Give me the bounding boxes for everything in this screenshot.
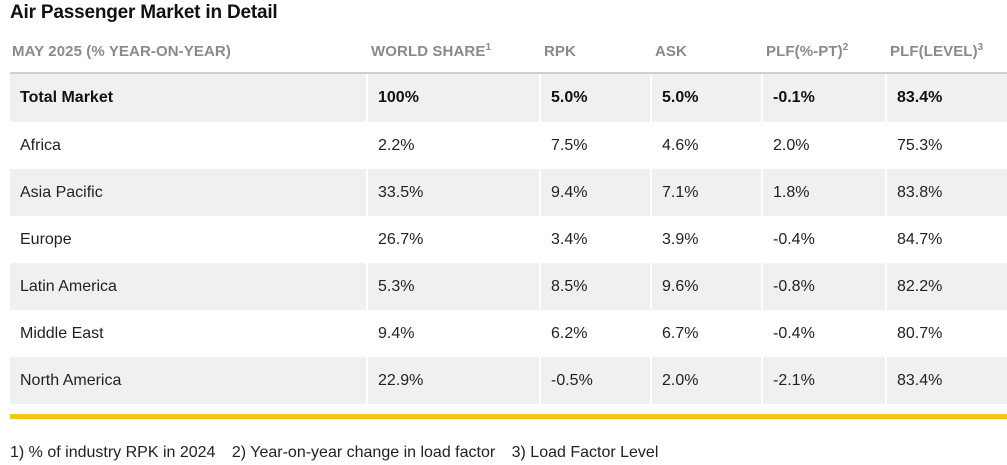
header-world-share-sup: 1 [485, 42, 492, 53]
table-accent-bar [10, 414, 1007, 419]
cell-region: Asia Pacific [10, 169, 368, 216]
header-plf-level-label: PLF(LEVEL) [890, 43, 978, 60]
cell-region: Latin America [10, 263, 368, 310]
table-row-total-market: Total Market 100% 5.0% 5.0% -0.1% 83.4% [10, 74, 1007, 122]
market-table-container: MAY 2025 (% YEAR-ON-YEAR) WORLD SHARE1 R… [10, 30, 1007, 404]
table-row-asia-pacific: Asia Pacific 33.5% 9.4% 7.1% 1.8% 83.8% [10, 169, 1007, 216]
cell-rpk: -0.5% [541, 357, 652, 404]
cell-ask: 2.0% [652, 357, 763, 404]
cell-rpk: 6.2% [541, 310, 652, 357]
cell-world-share: 26.7% [368, 216, 541, 263]
cell-plf-level: 83.4% [887, 74, 1007, 122]
cell-plf-pt: -0.4% [763, 216, 887, 263]
header-world-share-label: WORLD SHARE [371, 43, 486, 60]
cell-rpk: 8.5% [541, 263, 652, 310]
cell-ask: 3.9% [652, 216, 763, 263]
header-plf-pt-sup: 2 [842, 42, 849, 53]
table-row-latin-america: Latin America 5.3% 8.5% 9.6% -0.8% 82.2% [10, 263, 1007, 310]
cell-region: Total Market [10, 74, 368, 122]
cell-plf-pt: 1.8% [763, 169, 887, 216]
cell-region: Europe [10, 216, 368, 263]
header-plf-pt-label: PLF(%-PT) [766, 43, 843, 60]
cell-ask: 4.6% [652, 122, 763, 169]
cell-ask: 9.6% [652, 263, 763, 310]
cell-ask: 5.0% [652, 74, 763, 122]
header-plf-level-sup: 3 [977, 42, 984, 53]
cell-plf-level: 80.7% [897, 324, 943, 342]
cell-rpk: 7.5% [541, 122, 652, 169]
footnote-2: 2) Year-on-year change in load factor [231, 444, 496, 461]
cell-plf-level: 75.3% [897, 136, 943, 154]
header-period: MAY 2025 (% YEAR-ON-YEAR) [10, 30, 368, 74]
table-row-middle-east: Middle East 9.4% 6.2% 6.7% -0.4% 80.7% [10, 310, 1007, 357]
cell-world-share: 5.3% [368, 263, 541, 310]
header-ask: ASK [652, 30, 763, 74]
cell-plf-pt: -2.1% [763, 357, 887, 404]
cell-rpk: 5.0% [541, 74, 652, 122]
header-rpk-label: RPK [544, 43, 576, 60]
cell-plf-level: 82.2% [887, 263, 1007, 310]
cell-region: Africa [10, 122, 368, 169]
header-world-share: WORLD SHARE1 [368, 30, 541, 74]
header-plf-level: PLF(LEVEL)3 [887, 30, 1007, 74]
table-row-north-america: North America 22.9% -0.5% 2.0% -2.1% 83.… [10, 357, 1007, 404]
footnote-1: 1) % of industry RPK in 2024 [10, 444, 216, 461]
cell-plf-pt: 2.0% [763, 122, 887, 169]
cell-world-share: 100% [368, 74, 541, 122]
cell-ask: 7.1% [652, 169, 763, 216]
cell-world-share: 2.2% [368, 122, 541, 169]
cell-rpk: 3.4% [541, 216, 652, 263]
market-table: MAY 2025 (% YEAR-ON-YEAR) WORLD SHARE1 R… [10, 30, 1007, 404]
header-plf-pt: PLF(%-PT)2 [763, 30, 887, 74]
cell-plf-pt: -0.8% [763, 263, 887, 310]
table-row-europe: Europe 26.7% 3.4% 3.9% -0.4% 84.7% [10, 216, 1007, 263]
cell-plf-level: 83.8% [887, 169, 1007, 216]
cell-rpk: 9.4% [541, 169, 652, 216]
footnote-3: 3) Load Factor Level [511, 444, 659, 461]
cell-region: Middle East [10, 310, 368, 357]
table-row-africa: Africa 2.2% 7.5% 4.6% 2.0% 75.3% [10, 122, 1007, 169]
page-title: Air Passenger Market in Detail [10, 2, 278, 23]
table-header-row: MAY 2025 (% YEAR-ON-YEAR) WORLD SHARE1 R… [10, 30, 1007, 74]
header-rpk: RPK [541, 30, 652, 74]
cell-region: North America [10, 357, 368, 404]
cell-plf-level: 84.7% [897, 230, 943, 248]
cell-plf-pt: -0.4% [763, 310, 887, 357]
footnotes: 1) % of industry RPK in 2024 2) Year-on-… [10, 444, 670, 462]
cell-world-share: 9.4% [368, 310, 541, 357]
cell-plf-level: 83.4% [887, 357, 1007, 404]
header-period-label: MAY 2025 (% YEAR-ON-YEAR) [12, 43, 231, 60]
header-ask-label: ASK [655, 43, 687, 60]
cell-world-share: 33.5% [368, 169, 541, 216]
cell-ask: 6.7% [652, 310, 763, 357]
cell-world-share: 22.9% [368, 357, 541, 404]
cell-plf-pt: -0.1% [763, 74, 887, 122]
